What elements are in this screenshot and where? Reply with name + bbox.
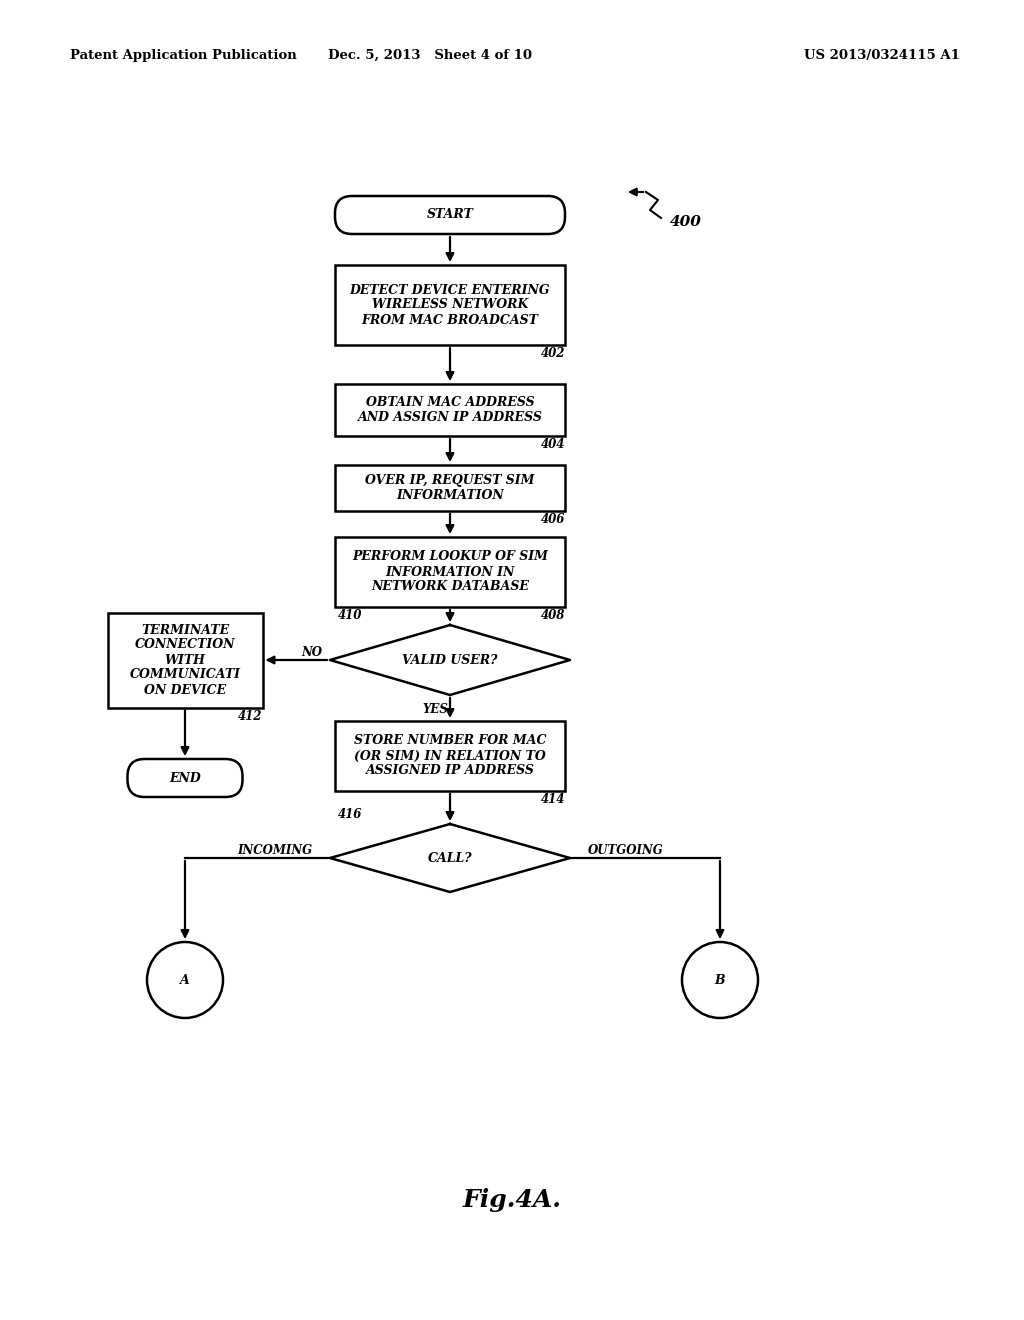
- Text: END: END: [169, 771, 201, 784]
- Circle shape: [682, 942, 758, 1018]
- FancyBboxPatch shape: [128, 759, 243, 797]
- Text: Patent Application Publication: Patent Application Publication: [70, 49, 297, 62]
- Text: VALID USER?: VALID USER?: [402, 653, 498, 667]
- Text: Dec. 5, 2013   Sheet 4 of 10: Dec. 5, 2013 Sheet 4 of 10: [328, 49, 532, 62]
- Text: 404: 404: [541, 438, 565, 451]
- Text: 412: 412: [239, 710, 262, 722]
- Polygon shape: [330, 824, 570, 892]
- Bar: [108, 612, 262, 708]
- Text: B: B: [715, 974, 725, 986]
- Text: STORE NUMBER FOR MAC
(OR SIM) IN RELATION TO
ASSIGNED IP ADDRESS: STORE NUMBER FOR MAC (OR SIM) IN RELATIO…: [353, 734, 546, 777]
- Circle shape: [147, 942, 223, 1018]
- Text: NO: NO: [301, 645, 322, 659]
- Text: A: A: [180, 974, 189, 986]
- FancyBboxPatch shape: [335, 195, 565, 234]
- Text: 402: 402: [541, 347, 565, 360]
- Bar: [335, 384, 565, 436]
- Bar: [335, 265, 565, 345]
- Text: OVER IP, REQUEST SIM
INFORMATION: OVER IP, REQUEST SIM INFORMATION: [366, 474, 535, 502]
- Text: 414: 414: [541, 793, 565, 807]
- Text: 408: 408: [541, 609, 565, 622]
- Text: Fig.4A.: Fig.4A.: [463, 1188, 561, 1212]
- Text: OUTGOING: OUTGOING: [588, 843, 664, 857]
- Text: YES: YES: [422, 704, 447, 715]
- Text: START: START: [427, 209, 473, 222]
- Text: PERFORM LOOKUP OF SIM
INFORMATION IN
NETWORK DATABASE: PERFORM LOOKUP OF SIM INFORMATION IN NET…: [352, 550, 548, 594]
- Text: US 2013/0324115 A1: US 2013/0324115 A1: [804, 49, 961, 62]
- Text: DETECT DEVICE ENTERING
WIRELESS NETWORK
FROM MAC BROADCAST: DETECT DEVICE ENTERING WIRELESS NETWORK …: [350, 284, 550, 326]
- Text: CALL?: CALL?: [428, 851, 472, 865]
- Text: 400: 400: [670, 215, 701, 228]
- Bar: [335, 537, 565, 607]
- Text: 416: 416: [338, 808, 362, 821]
- Text: INCOMING: INCOMING: [237, 843, 312, 857]
- Text: TERMINATE
CONNECTION
WITH
COMMUNICATI
ON DEVICE: TERMINATE CONNECTION WITH COMMUNICATI ON…: [129, 623, 241, 697]
- Text: 406: 406: [541, 513, 565, 525]
- Bar: [335, 465, 565, 511]
- Polygon shape: [330, 624, 570, 696]
- Bar: [335, 721, 565, 791]
- Text: OBTAIN MAC ADDRESS
AND ASSIGN IP ADDRESS: OBTAIN MAC ADDRESS AND ASSIGN IP ADDRESS: [357, 396, 543, 424]
- Text: 410: 410: [338, 609, 362, 622]
